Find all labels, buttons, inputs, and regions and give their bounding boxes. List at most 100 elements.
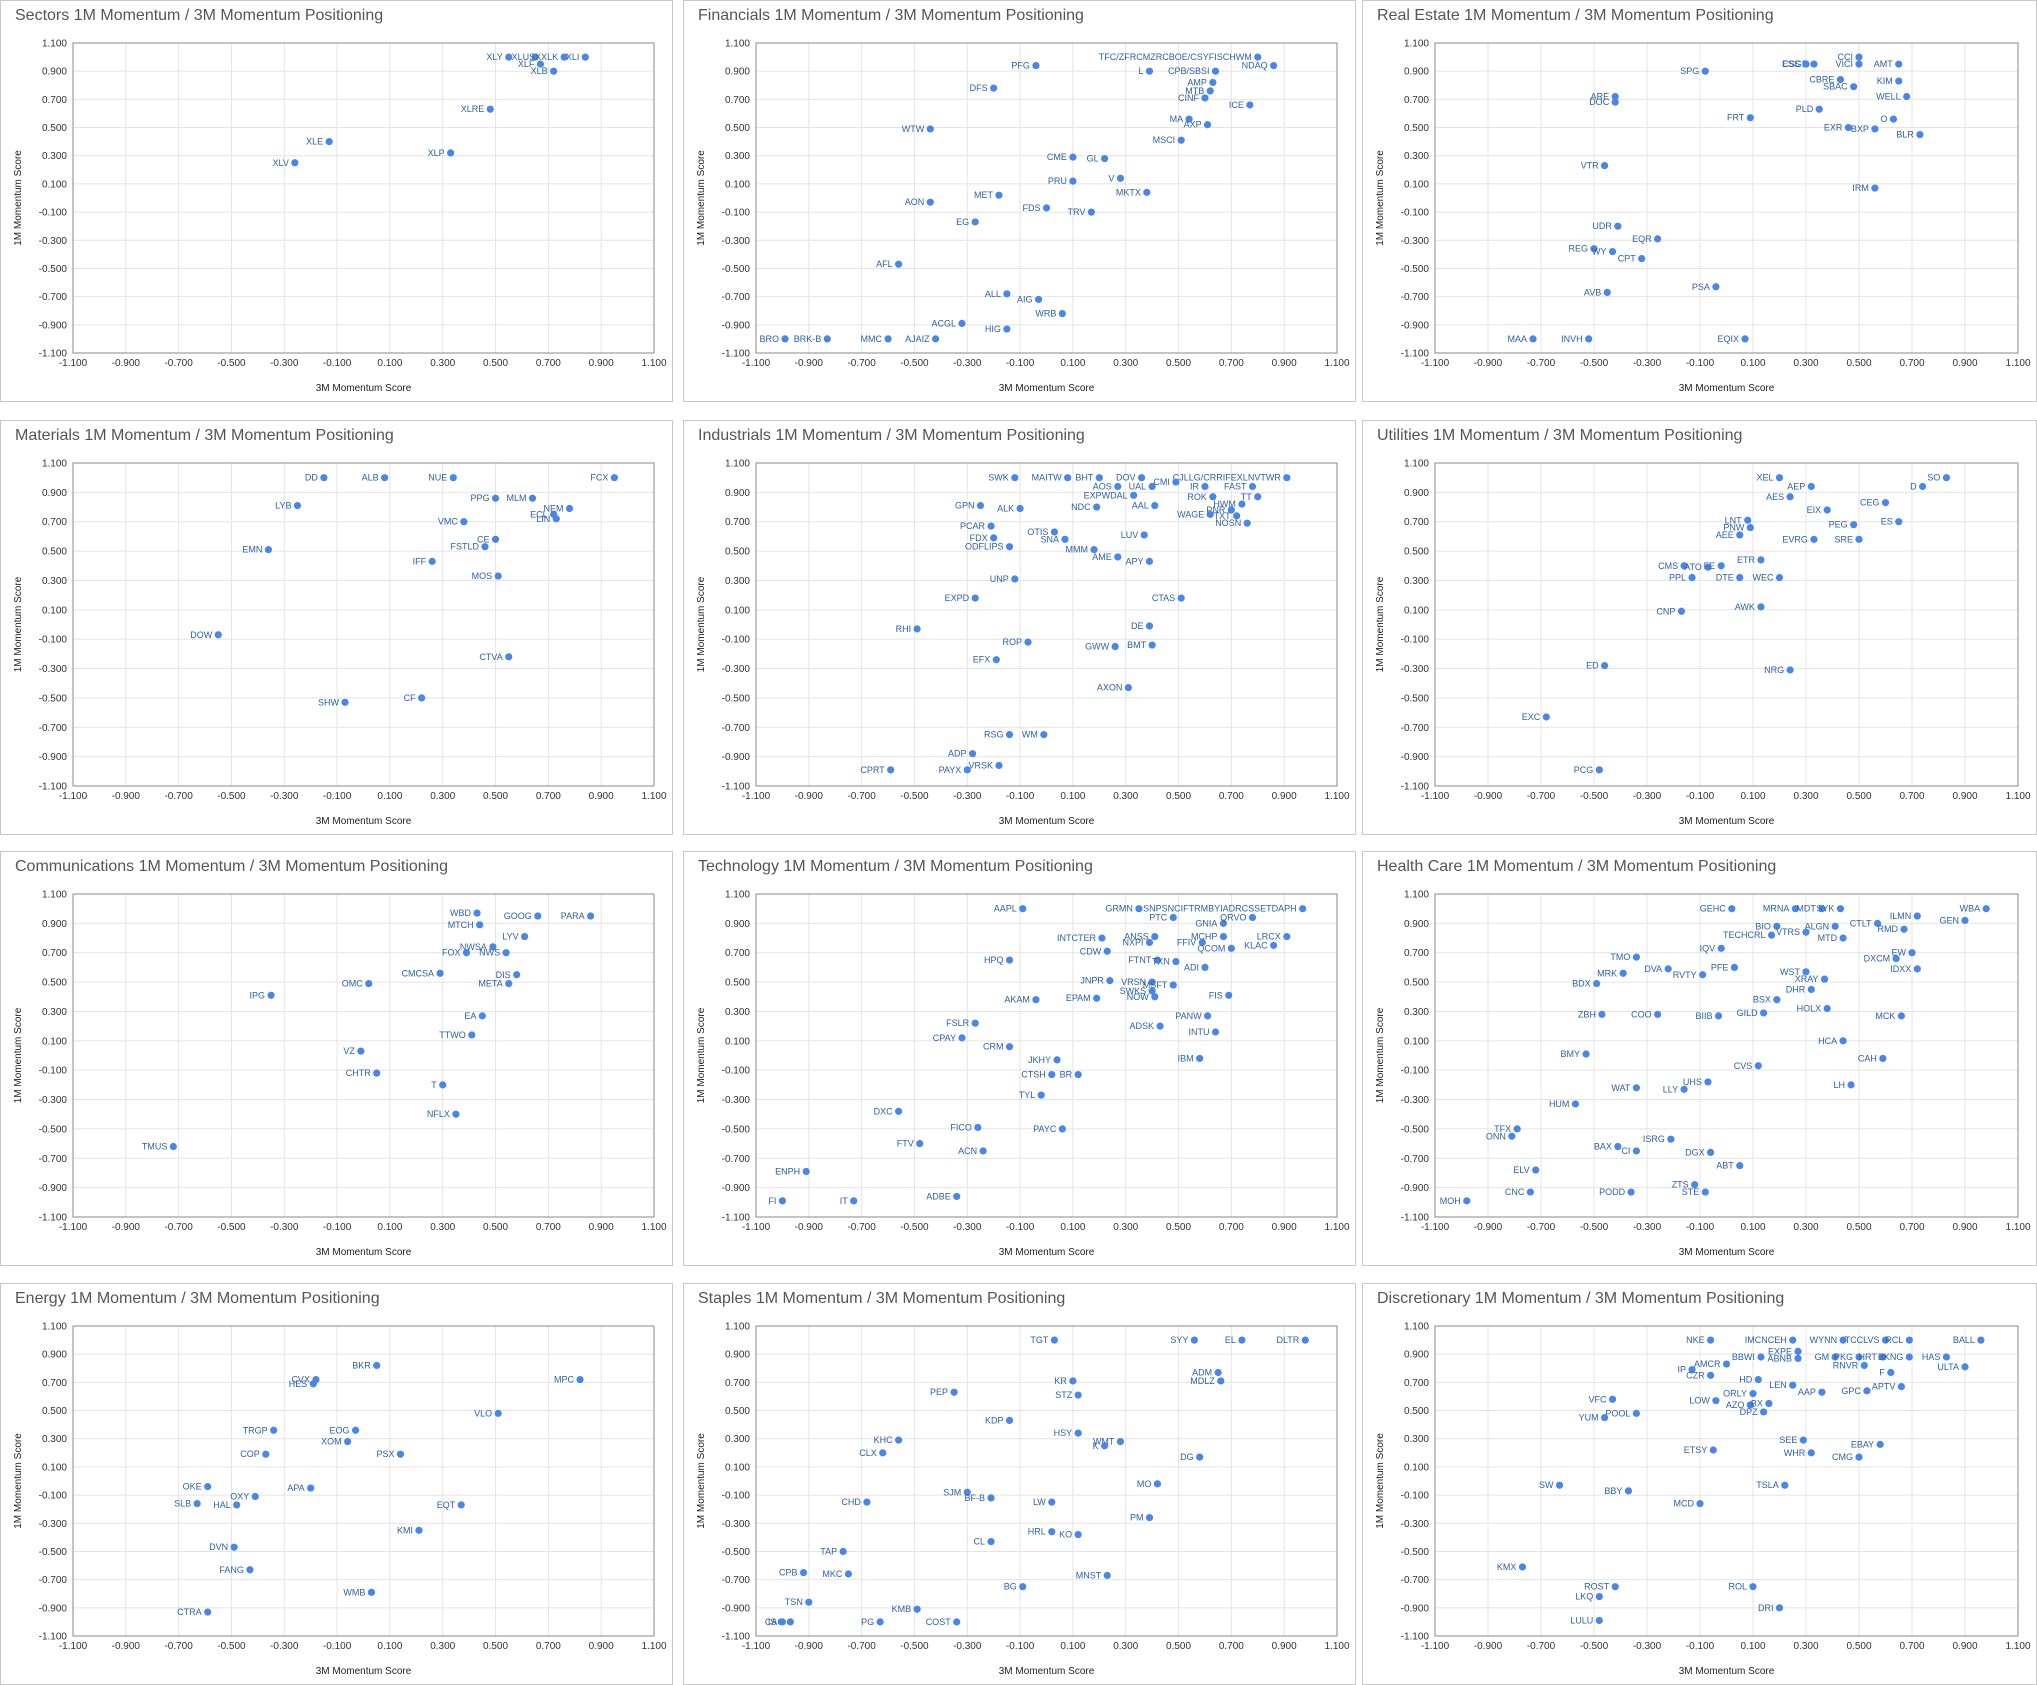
- data-label: DG: [1180, 1452, 1194, 1462]
- x-tick-label: -0.900: [112, 1222, 141, 1233]
- data-label: ADI: [1184, 962, 1199, 972]
- gridlines: [72, 893, 655, 1218]
- y-tick-label: -0.700: [39, 1154, 68, 1165]
- data-point: [1209, 78, 1217, 87]
- x-tick-label: 0.900: [1272, 358, 1297, 369]
- data-label: GEN: [1939, 915, 1959, 925]
- data-label: XEL: [1756, 473, 1773, 483]
- y-tick-label: 0.700: [42, 517, 67, 528]
- x-tick-label: -0.900: [795, 1641, 824, 1652]
- chart-panel: Energy 1M Momentum / 3M Momentum Positio…: [0, 1283, 673, 1685]
- data-point: [1961, 916, 1969, 925]
- data-point: [1513, 1125, 1521, 1133]
- data-point: [1074, 1530, 1082, 1539]
- scatter-plot: -1.100-1.100 -0.900 -0.900 -0.700 -0.700 -0.5…: [13, 459, 667, 828]
- y-tick-label: 0.100: [1404, 605, 1429, 616]
- scatter-plot: -1.100-1.100 -0.900 -0.900 -0.700 -0.700 -0.5…: [696, 39, 1350, 395]
- data-point: [1093, 994, 1101, 1002]
- y-tick-label: -1.100: [39, 1213, 68, 1224]
- data-point: [1775, 573, 1784, 582]
- data-label: DXCM: [1864, 954, 1891, 964]
- data-label: BG: [1004, 1582, 1017, 1592]
- data-label: HPQ: [984, 955, 1004, 965]
- data-point: [1203, 1012, 1212, 1020]
- y-tick-label: -1.100: [722, 1632, 751, 1643]
- y-tick-label: 0.300: [42, 576, 67, 587]
- data-label: XLE: [306, 137, 323, 147]
- data-point: [963, 766, 971, 774]
- data-label: AAP: [1798, 1387, 1816, 1397]
- x-tick-label: -1.100: [1421, 1641, 1450, 1652]
- data-label: LEN: [1769, 1380, 1787, 1390]
- data-point: [1903, 92, 1911, 101]
- data-label: FSTLD: [450, 542, 479, 552]
- data-label: GPC: [1841, 1386, 1861, 1396]
- y-tick-label: -0.300: [722, 1519, 751, 1530]
- gridlines: [1434, 462, 2019, 787]
- data-point: [262, 1450, 270, 1458]
- data-point: [1016, 504, 1024, 513]
- data-point: [415, 1526, 423, 1534]
- x-tick-label: -0.700: [1527, 1641, 1556, 1652]
- data-point: [913, 1605, 921, 1613]
- data-point: [1095, 474, 1103, 482]
- chart-title: Real Estate 1M Momentum / 3M Momentum Po…: [1377, 7, 1774, 24]
- data-label: ROP: [1002, 637, 1022, 647]
- data-point: [1773, 996, 1781, 1004]
- data-point: [505, 653, 513, 661]
- x-tick-label: -0.500: [900, 791, 929, 802]
- data-point: [1206, 510, 1214, 518]
- data-label: BBY: [1604, 1486, 1622, 1496]
- y-tick-label: -0.100: [39, 1491, 68, 1502]
- data-point: [958, 1034, 966, 1042]
- data-label: GL: [1087, 154, 1099, 164]
- plot-frame: [1434, 42, 2019, 354]
- y-tick-label: 0.100: [1404, 1036, 1429, 1047]
- y-axis-label: 1M Momentum Score: [696, 1007, 707, 1103]
- data-label: UNP: [990, 574, 1009, 584]
- y-tick-label: 0.500: [42, 1406, 67, 1417]
- data-label: BKR: [352, 1360, 371, 1370]
- data-point: [1227, 944, 1235, 952]
- x-tick-label: -0.700: [847, 791, 876, 802]
- data-label: NXPI: [1122, 937, 1143, 947]
- data-label: NEM: [543, 504, 563, 514]
- data-label: VICI: [1835, 59, 1853, 69]
- data-point: [325, 138, 333, 146]
- data-point: [1802, 968, 1810, 976]
- data-label: K: [1093, 1441, 1099, 1451]
- plot-frame: [1434, 1325, 2019, 1637]
- data-label: WEC: [1753, 573, 1774, 583]
- x-tick-label: 0.700: [1219, 358, 1244, 369]
- data-point: [1905, 1336, 1913, 1344]
- y-tick-label: -0.500: [39, 264, 68, 275]
- y-axis-label: 1M Momentum Score: [13, 1433, 24, 1529]
- data-label: EOG: [330, 1425, 350, 1435]
- data-point: [1696, 1499, 1704, 1508]
- data-label: WY: [1592, 247, 1607, 257]
- data-label: BRK-B: [794, 334, 822, 344]
- x-tick-label: 0.300: [430, 1641, 455, 1652]
- x-tick-label: 0.900: [1272, 1222, 1297, 1233]
- data-label: MCK: [1875, 1011, 1895, 1021]
- x-tick-label: 0.900: [1272, 1641, 1297, 1652]
- data-point: [264, 546, 273, 554]
- data-point: [1701, 67, 1709, 75]
- y-tick-label: 0.900: [42, 1350, 67, 1361]
- x-tick-label: 0.300: [1113, 1641, 1138, 1652]
- y-tick-label: 0.300: [725, 576, 750, 587]
- x-axis-label: 3M Momentum Score: [316, 383, 412, 394]
- data-label: LUV: [1121, 530, 1139, 540]
- data-label: DOW: [190, 630, 213, 640]
- chart-panel: Financials 1M Momentum / 3M Momentum Pos…: [683, 0, 1356, 402]
- data-label: LIN: [536, 514, 550, 524]
- data-label: TCCLVS: [1845, 1335, 1880, 1345]
- x-tick-label: -0.300: [953, 791, 982, 802]
- data-point: [1810, 60, 1818, 68]
- x-tick-label: -0.500: [217, 1641, 246, 1652]
- data-point: [457, 1501, 465, 1509]
- data-point: [1831, 922, 1839, 930]
- data-point: [230, 1543, 238, 1551]
- data-label: FDX: [970, 533, 988, 543]
